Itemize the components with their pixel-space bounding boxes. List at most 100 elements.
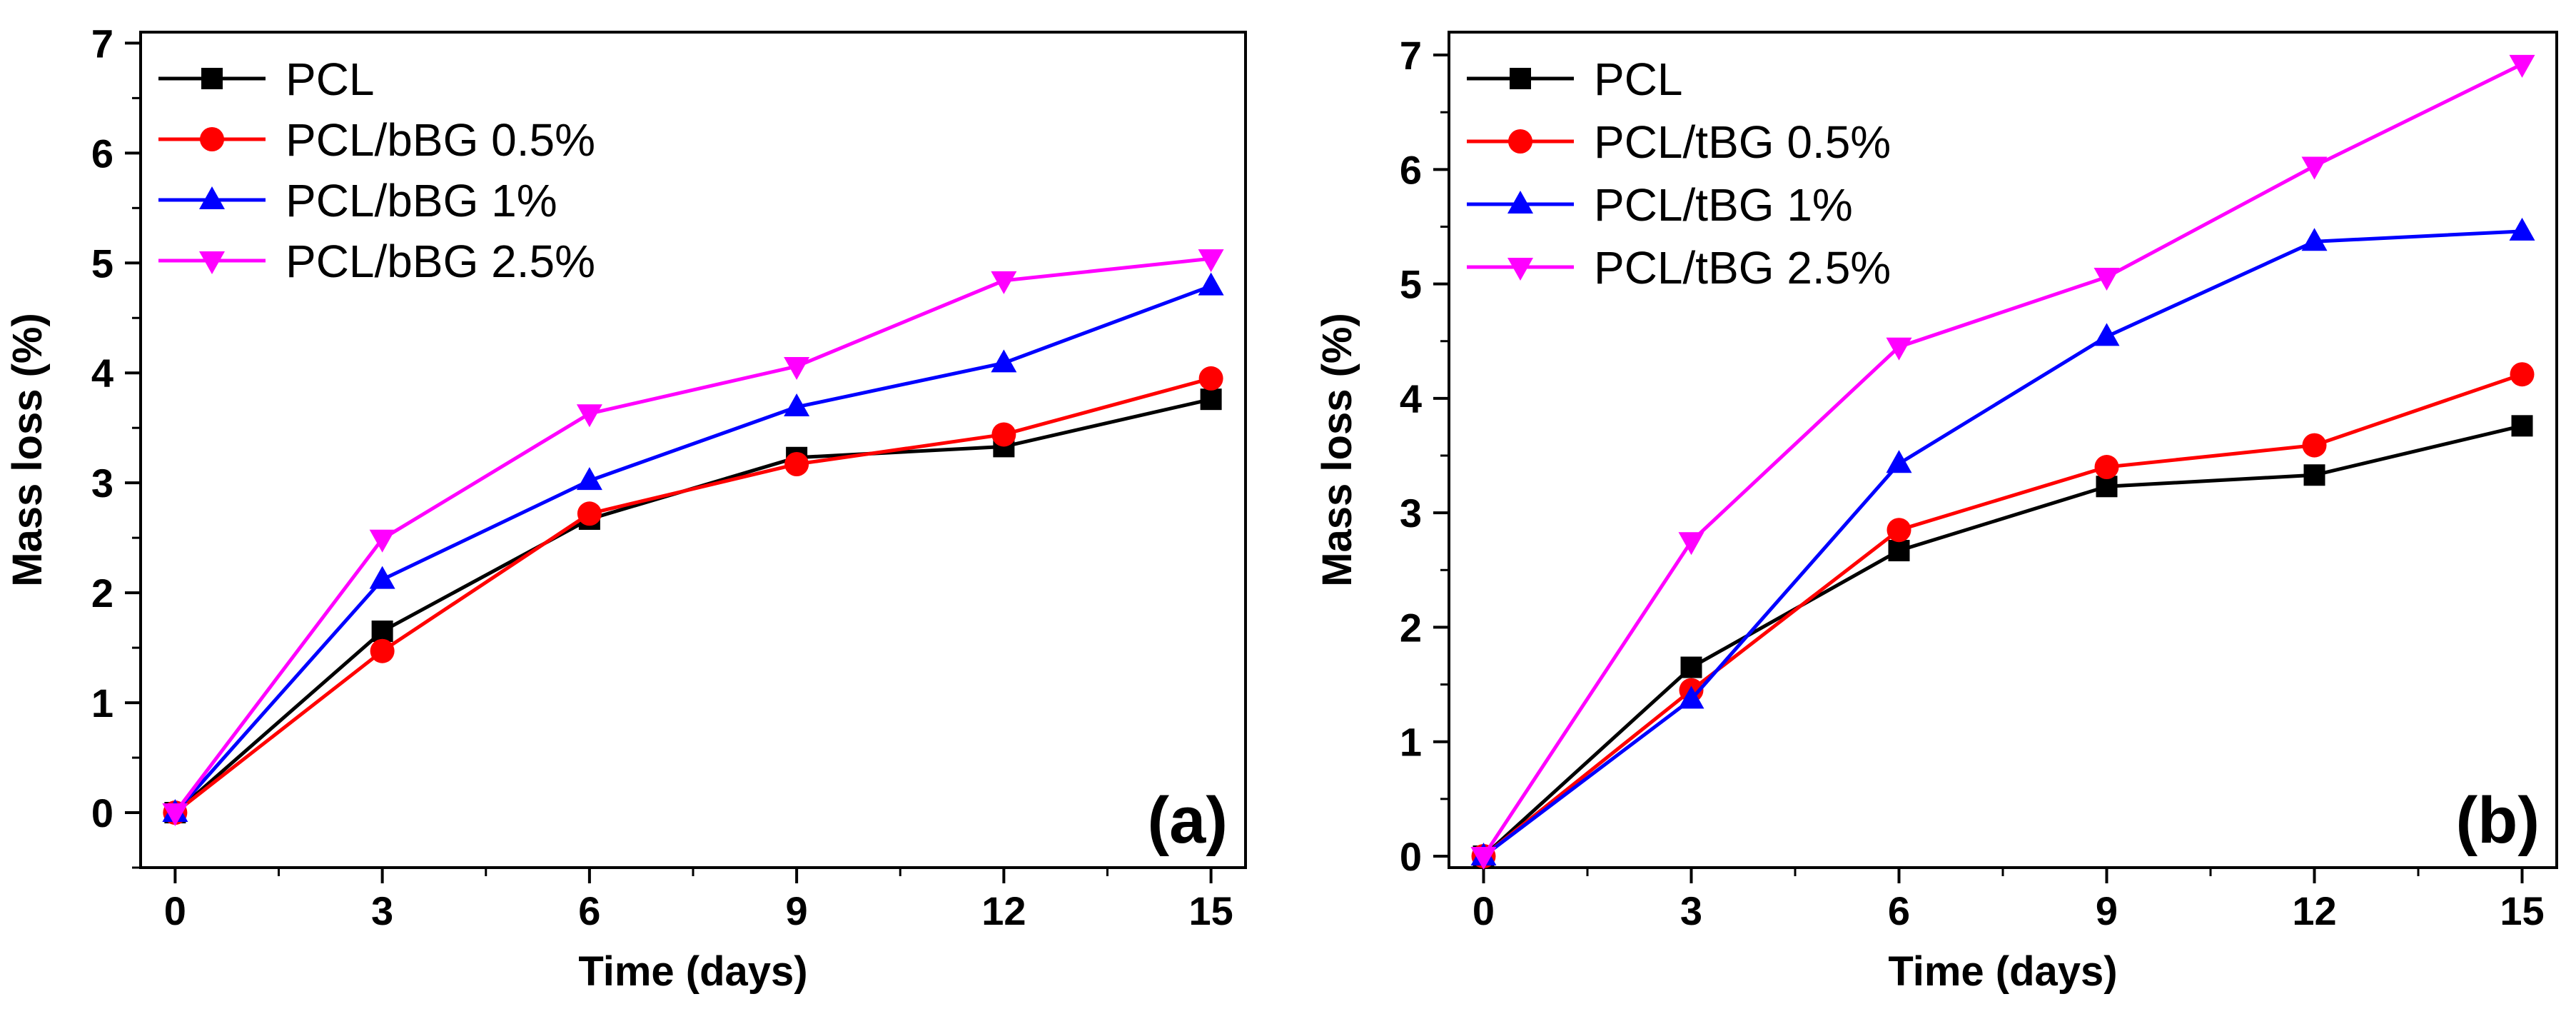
legend-marker xyxy=(199,251,225,274)
data-point xyxy=(369,529,395,553)
series-line xyxy=(173,284,1212,814)
data-point xyxy=(2301,156,2328,180)
x-tick-label: 0 xyxy=(1473,888,1495,933)
data-point xyxy=(2510,362,2535,387)
data-point xyxy=(2509,54,2535,78)
x-tick-label: 6 xyxy=(578,888,600,933)
data-point xyxy=(371,621,393,643)
data-point xyxy=(991,271,1017,294)
x-tick-label: 12 xyxy=(2292,888,2336,933)
data-point xyxy=(1678,686,1704,709)
series-1 xyxy=(1471,362,2535,868)
series-line xyxy=(1482,372,2523,858)
y-tick-label: 0 xyxy=(1400,834,1422,879)
legend: PCL PCL/tBG 0.5% PCL/tBG 1% PCL/tBG 2.5% xyxy=(1467,54,1891,293)
y-tick-label: 3 xyxy=(91,461,113,506)
legend-entry: PCL/bBG 1% xyxy=(286,175,557,226)
series-0 xyxy=(1473,415,2533,867)
data-point xyxy=(1886,337,1912,361)
legend-entry: PCL xyxy=(1594,54,1683,105)
data-point xyxy=(577,501,602,526)
data-point xyxy=(2511,415,2533,437)
y-tick-label: 4 xyxy=(91,351,113,396)
y-tick-label: 6 xyxy=(1400,147,1422,192)
data-point xyxy=(784,393,810,416)
legend-entry: PCL/tBG 0.5% xyxy=(1594,116,1891,168)
legend-entry: PCL/tBG 2.5% xyxy=(1594,242,1891,293)
data-point xyxy=(784,357,810,380)
series-2 xyxy=(162,272,1224,823)
legend-marker xyxy=(1507,191,1533,214)
data-point xyxy=(370,638,395,663)
legend-entry: PCL/tBG 1% xyxy=(1594,179,1853,231)
y-tick-label: 5 xyxy=(91,241,113,286)
x-axis-title: Time (days) xyxy=(1888,948,2117,995)
y-tick-label: 3 xyxy=(1400,491,1422,536)
data-point xyxy=(1678,532,1704,556)
x-tick-label: 6 xyxy=(1888,888,1910,933)
data-point xyxy=(2509,217,2535,241)
data-point xyxy=(576,467,602,491)
x-tick-label: 3 xyxy=(1680,888,1702,933)
y-tick-label: 5 xyxy=(1400,262,1422,307)
series-line xyxy=(1482,62,2523,858)
data-point xyxy=(576,404,602,428)
series-2 xyxy=(1470,217,2535,865)
y-tick-label: 1 xyxy=(91,681,113,726)
x-tick-label: 15 xyxy=(1188,888,1233,933)
data-point xyxy=(2093,267,2120,291)
data-point xyxy=(1198,366,1223,391)
data-point xyxy=(1680,656,1702,678)
y-tick-label: 7 xyxy=(1400,33,1422,78)
series-line xyxy=(1482,229,2522,858)
legend-marker xyxy=(201,68,223,89)
series-0 xyxy=(164,388,1222,824)
legend-marker xyxy=(199,186,225,209)
x-tick-label: 9 xyxy=(786,888,808,933)
data-point xyxy=(991,349,1017,373)
x-tick-label: 0 xyxy=(164,888,186,933)
data-point xyxy=(1198,249,1224,273)
y-tick-label: 1 xyxy=(1400,720,1422,765)
data-point xyxy=(1200,388,1222,411)
series-3 xyxy=(1470,54,2535,870)
legend-marker xyxy=(1507,258,1533,281)
y-tick-label: 4 xyxy=(1400,376,1422,421)
data-point xyxy=(2094,455,2119,480)
data-point xyxy=(2302,433,2327,458)
data-point xyxy=(1886,518,1911,543)
series-line xyxy=(173,376,1212,814)
data-point xyxy=(784,452,809,477)
x-tick-label: 9 xyxy=(2096,888,2118,933)
data-point xyxy=(369,566,395,589)
y-tick-label: 0 xyxy=(91,790,113,835)
series-1 xyxy=(163,366,1223,825)
data-point xyxy=(991,422,1016,447)
legend-marker xyxy=(1508,129,1532,154)
data-point xyxy=(1886,450,1912,473)
legend-marker xyxy=(1510,68,1531,89)
data-point xyxy=(1470,846,1497,870)
data-point xyxy=(2096,476,2118,498)
legend-entry: PCL/bBG 0.5% xyxy=(286,114,595,166)
data-point xyxy=(1198,272,1224,296)
y-tick-label: 2 xyxy=(91,571,113,616)
legend-marker xyxy=(200,127,224,151)
panel-label: (a) xyxy=(1148,784,1228,857)
data-point xyxy=(162,803,188,827)
data-point xyxy=(2093,323,2120,346)
series-line xyxy=(1482,423,2523,858)
series-3 xyxy=(162,249,1224,827)
y-axis-title: Mass loss (%) xyxy=(4,313,51,587)
panel-label: (b) xyxy=(2456,784,2540,857)
legend-entry: PCL/bBG 2.5% xyxy=(286,236,595,287)
x-tick-label: 3 xyxy=(371,888,393,933)
series-line xyxy=(173,256,1211,814)
x-tick-label: 12 xyxy=(981,888,1026,933)
y-axis-title: Mass loss (%) xyxy=(1314,313,1360,587)
x-axis-title: Time (days) xyxy=(578,948,807,995)
legend: PCL PCL/bBG 0.5% PCL/bBG 1% PCL/bBG 2.5% xyxy=(158,54,595,287)
data-point xyxy=(2301,228,2328,251)
